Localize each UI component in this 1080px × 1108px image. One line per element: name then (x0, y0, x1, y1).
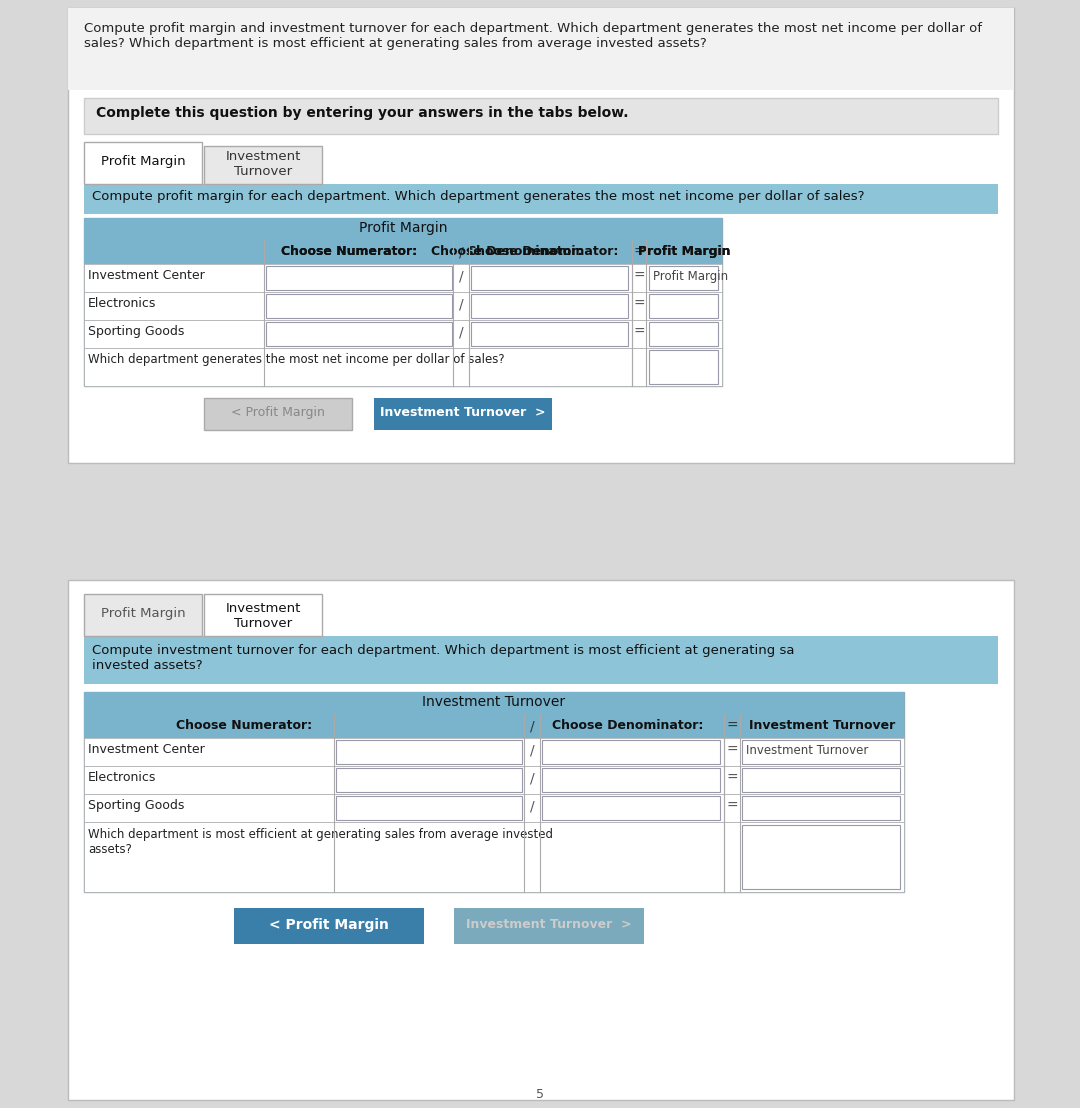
Bar (84, 692, 904, 892)
Text: Choose Numerator:: Choose Numerator: (281, 245, 417, 258)
Text: /: / (529, 743, 535, 757)
Bar (266, 266, 453, 290)
Bar (542, 740, 720, 765)
Bar (84, 184, 998, 214)
Bar (649, 322, 718, 346)
Bar (742, 796, 900, 820)
Bar (84, 293, 723, 320)
Bar (84, 320, 723, 348)
Text: Profit Margin: Profit Margin (638, 245, 730, 258)
Text: Choose Denominator:: Choose Denominator: (468, 245, 619, 258)
Text: Sporting Goods: Sporting Goods (87, 799, 185, 812)
Bar (84, 98, 998, 134)
Bar (84, 594, 202, 636)
Bar (454, 907, 644, 944)
Text: =: = (726, 743, 738, 757)
Bar (471, 266, 627, 290)
Bar (68, 8, 1014, 90)
Text: Choose Numerator:: Choose Numerator: (281, 245, 417, 258)
Text: Investment
Turnover: Investment Turnover (226, 602, 300, 630)
Bar (84, 240, 723, 264)
Text: Investment Center: Investment Center (87, 743, 205, 756)
Bar (84, 264, 723, 293)
Text: =: = (633, 325, 645, 339)
Text: =: = (726, 719, 738, 733)
Bar (542, 796, 720, 820)
Text: Profit Margin: Profit Margin (100, 607, 186, 620)
Bar (84, 142, 202, 184)
Bar (84, 714, 904, 738)
Bar (336, 796, 522, 820)
Text: Electronics: Electronics (87, 771, 157, 784)
Bar (742, 768, 900, 792)
Bar (84, 794, 904, 822)
Text: =: = (633, 297, 645, 311)
Text: < Profit Margin: < Profit Margin (231, 406, 325, 419)
Bar (742, 740, 900, 765)
Bar (742, 825, 900, 889)
Bar (204, 398, 352, 430)
Text: Sporting Goods: Sporting Goods (87, 325, 185, 338)
Bar (84, 692, 904, 714)
Text: Investment Turnover: Investment Turnover (746, 743, 868, 757)
Text: Which department is most efficient at generating sales from average invested
ass: Which department is most efficient at ge… (87, 828, 553, 856)
Text: Complete this question by entering your answers in the tabs below.: Complete this question by entering your … (96, 106, 629, 120)
Text: /: / (459, 245, 463, 259)
Text: /: / (459, 297, 463, 311)
Text: /: / (459, 269, 463, 283)
Bar (68, 8, 1014, 463)
Bar (336, 768, 522, 792)
Bar (204, 146, 322, 184)
Text: Investment Turnover: Investment Turnover (422, 695, 566, 709)
Text: Investment Turnover  >: Investment Turnover > (467, 919, 632, 931)
Text: /: / (529, 719, 535, 733)
Bar (471, 322, 627, 346)
Text: Profit Margin: Profit Margin (100, 155, 186, 168)
Bar (542, 768, 720, 792)
Bar (68, 579, 1014, 1100)
Text: =: = (633, 269, 645, 283)
Text: Choose Numerator:: Choose Numerator: (176, 719, 312, 732)
Text: 5: 5 (536, 1088, 544, 1101)
Text: Choose Denominator:: Choose Denominator: (431, 245, 583, 258)
Text: Compute profit margin for each department. Which department generates the most n: Compute profit margin for each departmen… (92, 189, 864, 203)
Text: =: = (633, 245, 645, 259)
Bar (336, 740, 522, 765)
Text: Which department generates the most net income per dollar of sales?: Which department generates the most net … (87, 353, 504, 366)
Text: =: = (726, 771, 738, 784)
Bar (84, 218, 723, 386)
Text: Investment Turnover  >: Investment Turnover > (380, 406, 545, 419)
Bar (84, 738, 904, 766)
Bar (234, 907, 424, 944)
Bar (471, 294, 627, 318)
Bar (266, 294, 453, 318)
Bar (84, 822, 904, 892)
Bar (649, 266, 718, 290)
Text: < Profit Margin: < Profit Margin (269, 919, 389, 932)
Text: /: / (529, 771, 535, 784)
Text: Compute investment turnover for each department. Which department is most effici: Compute investment turnover for each dep… (92, 644, 795, 671)
Text: Profit Margin: Profit Margin (653, 270, 728, 283)
Bar (84, 218, 723, 240)
Bar (649, 350, 718, 384)
Text: /: / (459, 325, 463, 339)
Text: Electronics: Electronics (87, 297, 157, 310)
Text: Investment
Turnover: Investment Turnover (226, 150, 300, 178)
Text: Investment Center: Investment Center (87, 269, 205, 283)
Text: Compute profit margin and investment turnover for each department. Which departm: Compute profit margin and investment tur… (84, 22, 982, 50)
Text: Profit Margin: Profit Margin (359, 220, 447, 235)
Bar (84, 766, 904, 794)
Bar (266, 322, 453, 346)
Bar (374, 398, 552, 430)
Bar (204, 594, 322, 636)
Text: =: = (726, 799, 738, 813)
Text: Choose Denominator:: Choose Denominator: (552, 719, 704, 732)
Text: Investment Turnover: Investment Turnover (748, 719, 895, 732)
Bar (84, 348, 723, 386)
Text: Profit Margin: Profit Margin (638, 245, 730, 258)
Bar (84, 636, 998, 684)
Text: /: / (529, 799, 535, 813)
Bar (649, 294, 718, 318)
